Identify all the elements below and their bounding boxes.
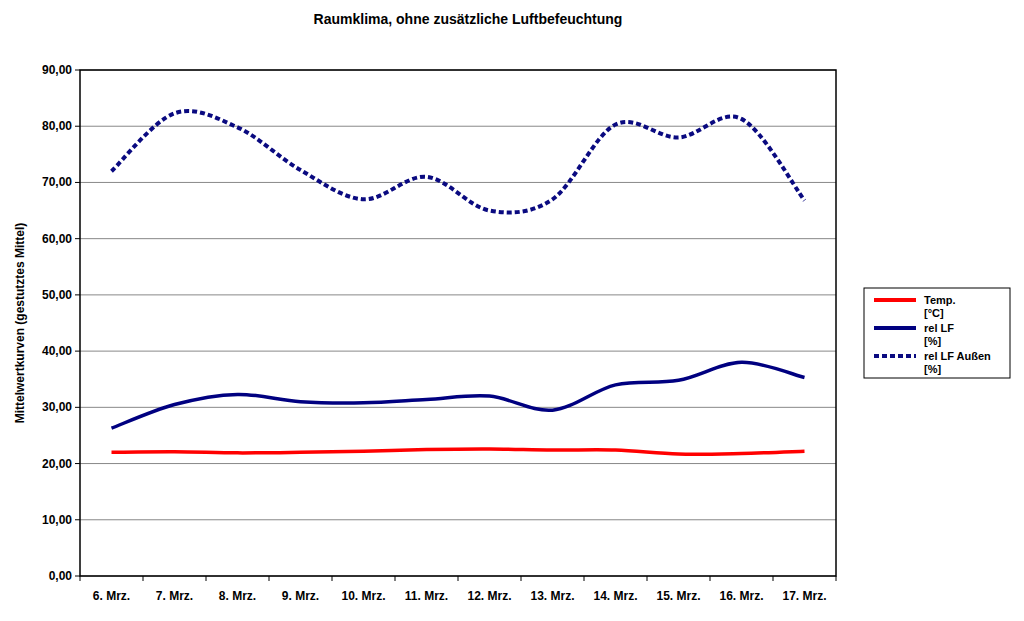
x-tick-divider xyxy=(836,576,837,581)
legend-label-line: [°C] xyxy=(924,307,944,319)
x-tick-label: 13. Mrz. xyxy=(530,589,574,603)
grid-line xyxy=(80,126,836,127)
y-tick-label: 70,00 xyxy=(42,175,72,189)
x-tick-divider xyxy=(773,576,774,581)
grid-line xyxy=(80,238,836,239)
x-tick-divider xyxy=(458,576,459,581)
x-tick-divider xyxy=(269,576,270,581)
x-tick-label: 10. Mrz. xyxy=(341,589,385,603)
series-line xyxy=(112,449,805,454)
x-tick-label: 11. Mrz. xyxy=(405,589,448,603)
legend-swatch xyxy=(874,298,916,302)
x-tick-label: 15. Mrz. xyxy=(656,589,700,603)
x-tick-label: 17. Mrz. xyxy=(782,589,826,603)
legend-box xyxy=(864,288,1010,378)
legend-label-line: rel LF xyxy=(924,322,954,334)
chart: Raumklima, ohne zusätzliche Luftbefeucht… xyxy=(0,0,1024,621)
series-line xyxy=(112,111,805,212)
x-tick-divider xyxy=(143,576,144,581)
legend-label: Temp.[°C] xyxy=(924,294,956,319)
y-tick-label: 0,00 xyxy=(49,569,73,583)
series-group xyxy=(112,111,805,454)
y-tick-label: 20,00 xyxy=(42,457,72,471)
grid-line xyxy=(80,294,836,295)
x-tick-label: 12. Mrz. xyxy=(467,589,511,603)
legend-label: rel LF Außen[%] xyxy=(924,350,991,375)
x-tick-divider xyxy=(710,576,711,581)
title: Raumklima, ohne zusätzliche Luftbefeucht… xyxy=(314,11,623,27)
series-line xyxy=(112,362,805,428)
plot-frame xyxy=(80,70,836,576)
y-tick-label: 50,00 xyxy=(42,288,72,302)
x-tick-label: 7. Mrz. xyxy=(156,589,193,603)
legend-label-line: Temp. xyxy=(924,294,956,306)
grid-line xyxy=(80,182,836,183)
legend-swatch xyxy=(874,354,916,358)
y-tick-label: 10,00 xyxy=(42,513,72,527)
grid-line xyxy=(80,407,836,408)
legend-label: rel LF[%] xyxy=(924,322,954,347)
x-tick-label: 8. Mrz. xyxy=(219,589,256,603)
grid-line xyxy=(80,463,836,464)
grid-line xyxy=(80,351,836,352)
y-tick-label: 30,00 xyxy=(42,400,72,414)
y-tick-label: 60,00 xyxy=(42,232,72,246)
x-tick-divider xyxy=(647,576,648,581)
legend-swatch xyxy=(874,326,916,330)
y-axis-label: Mittelwertkurven (gestutztes Mittel) xyxy=(13,223,27,424)
x-tick-divider xyxy=(206,576,207,581)
y-tick-label: 40,00 xyxy=(42,344,72,358)
x-tick-label: 6. Mrz. xyxy=(93,589,130,603)
legend-label-line: [%] xyxy=(924,363,941,375)
grid-line xyxy=(80,519,836,520)
x-tick-label: 9. Mrz. xyxy=(282,589,319,603)
x-tick-label: 16. Mrz. xyxy=(719,589,763,603)
x-tick-divider xyxy=(584,576,585,581)
x-tick-label: 14. Mrz. xyxy=(593,589,637,603)
x-tick-divider xyxy=(332,576,333,581)
legend-label-line: [%] xyxy=(924,335,941,347)
legend-label-line: rel LF Außen xyxy=(924,350,991,362)
y-tick-label: 90,00 xyxy=(42,63,72,77)
y-tick-label: 80,00 xyxy=(42,119,72,133)
x-tick-divider xyxy=(395,576,396,581)
x-tick-divider xyxy=(80,576,81,581)
x-tick-divider xyxy=(521,576,522,581)
